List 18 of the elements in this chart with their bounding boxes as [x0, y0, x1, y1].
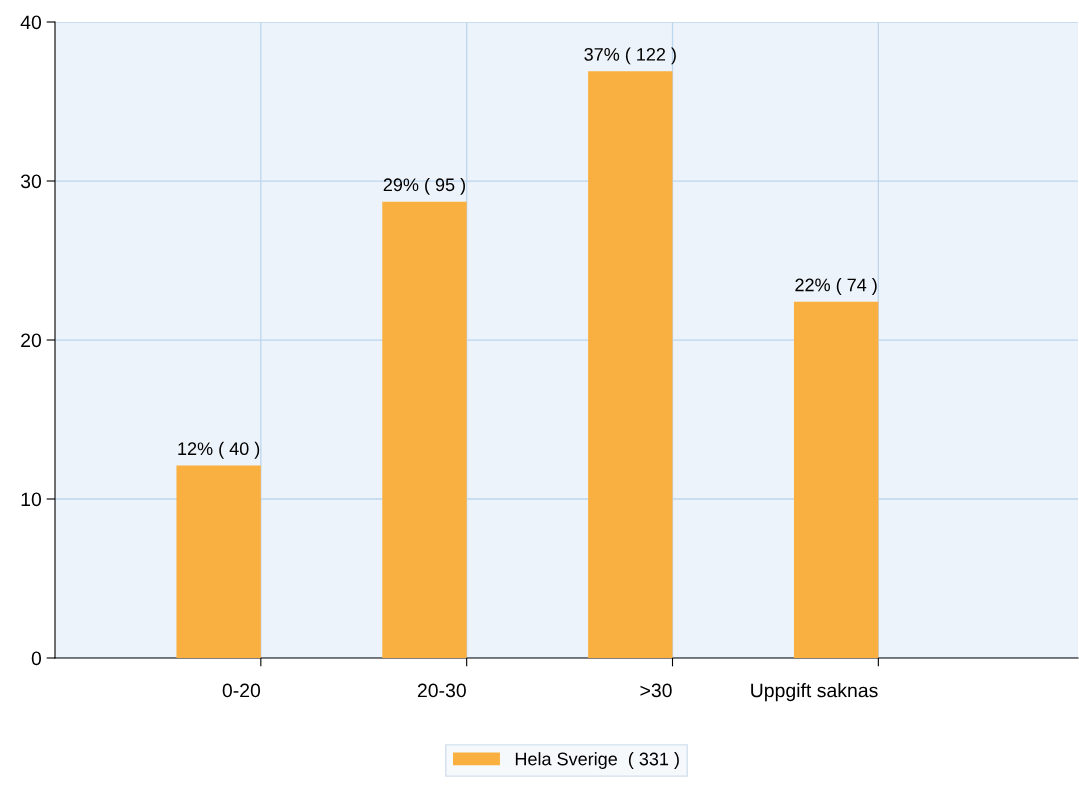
x-tick-label: 20-30: [417, 683, 466, 698]
bar: [382, 201, 467, 658]
data-label: 12% ( 40 ): [178, 441, 260, 459]
legend-label: Hela Sverige ( 331 ): [515, 752, 679, 769]
x-tick-label: >30: [640, 683, 672, 698]
y-tick-label: 0: [31, 651, 42, 666]
y-tick-label: 30: [20, 174, 42, 189]
x-tick-label: 0-20: [222, 683, 261, 698]
bar: [588, 71, 673, 658]
data-label: 37% ( 122 ): [584, 47, 676, 65]
y-tick-label: 20: [21, 333, 42, 348]
data-label: 29% ( 95 ): [383, 177, 465, 195]
data-label: 22% ( 74 ): [795, 278, 877, 295]
y-tick-label: 40: [20, 15, 42, 30]
bar: [176, 465, 261, 658]
y-tick-label: 10: [21, 492, 42, 507]
bar: [793, 301, 879, 658]
x-tick-label: Uppgift saknas: [751, 683, 878, 702]
